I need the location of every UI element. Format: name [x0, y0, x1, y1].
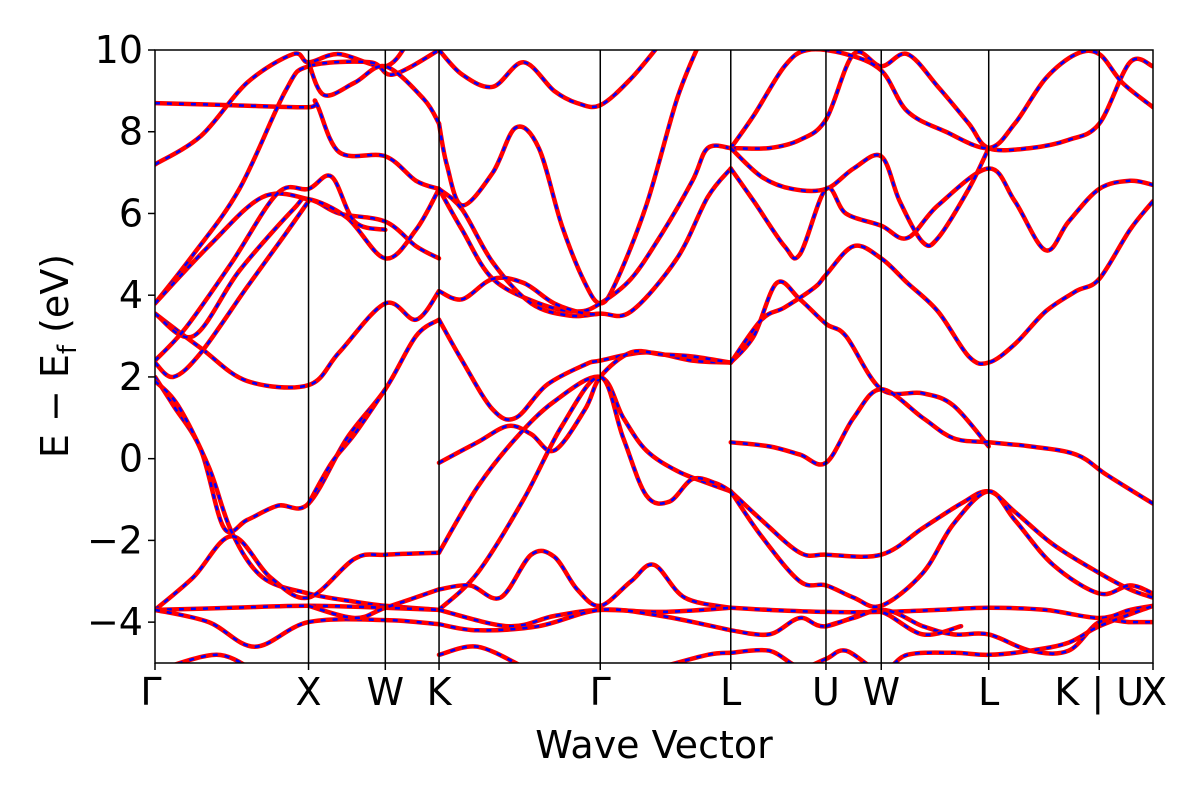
y-tick-label-7: −4	[87, 600, 143, 644]
band-line-39	[728, 489, 1153, 610]
x-tick-label-9: K | U	[1054, 670, 1144, 715]
x-tick-label-5: L	[720, 670, 741, 714]
y-tick-label-2: 6	[119, 191, 143, 235]
band-line-dashed-14	[308, 588, 440, 620]
x-tick-label-1: X	[296, 670, 322, 714]
plot-frame	[154, 49, 1154, 664]
band-line-dashed-3	[155, 192, 440, 305]
band-line-dashed-26	[438, 549, 732, 610]
band-line-dashed-13	[175, 653, 244, 663]
band-line-dashed-4	[155, 290, 441, 389]
x-tick-label-3: K	[427, 670, 453, 714]
band-line-33	[728, 166, 1153, 261]
band-line-dashed-22	[437, 319, 731, 421]
band-line-dashed-7	[155, 200, 310, 379]
band-line-dashed-16	[307, 388, 387, 505]
x-tick-label-6: U	[812, 670, 840, 714]
x-tick-label-4: Γ	[590, 670, 611, 714]
band-line-24	[436, 374, 734, 555]
band-line-12	[155, 607, 442, 649]
band-line-36	[728, 198, 1153, 367]
band-line-dashed-12	[155, 608, 440, 648]
x-tick-label-0: Γ	[140, 670, 161, 714]
y-tick-label-4: 2	[119, 355, 143, 399]
band-line-dashed-1	[155, 50, 405, 166]
y-axis-label-subscript: f	[53, 344, 83, 354]
band-line-dashed-9	[155, 380, 440, 612]
band-line-dashed-2	[155, 50, 440, 305]
x-axis-label: Wave Vector	[535, 723, 773, 767]
x-tick-label-10: X	[1141, 670, 1167, 714]
band-line-18	[436, 50, 699, 306]
x-tick-label-2: W	[367, 670, 405, 714]
band-line-dashed-24	[437, 375, 732, 554]
band-line-10	[155, 534, 442, 613]
band-line-37	[728, 386, 1153, 506]
band-line-dashed-37	[730, 387, 1153, 505]
band-line-dashed-35	[729, 280, 990, 448]
x-tick-label-8: L	[978, 670, 999, 714]
band-line-dashed-42	[730, 604, 1153, 663]
band-line-dashed-21	[438, 276, 601, 316]
band-line-dashed-11	[155, 604, 440, 612]
band-line-dashed-19	[437, 144, 731, 313]
y-axis-label: E − Ef (eV)	[33, 254, 83, 458]
band-line-dashed-29	[438, 645, 519, 663]
band-line-dashed-31	[730, 50, 1153, 152]
band-line-30	[668, 650, 734, 663]
y-axis-label-unit: (eV)	[33, 254, 77, 345]
band-line-7	[155, 198, 311, 380]
high-symmetry-lines	[307, 50, 1101, 663]
y-axis-ticks: 10 8 6 4 2 0 −2 −4	[87, 28, 155, 644]
band-line-43	[823, 609, 964, 638]
band-line-dashed-32	[729, 50, 1153, 150]
band-line-dashed-17	[438, 50, 657, 109]
band-line-5	[155, 186, 442, 340]
y-tick-label-3: 4	[119, 273, 143, 317]
x-tick-label-7: W	[862, 670, 900, 714]
band-line-22	[436, 317, 734, 422]
band-line-8	[155, 317, 442, 535]
y-tick-label-5: 0	[119, 437, 143, 481]
band-line-dashed-40	[730, 604, 1153, 620]
band-line-31	[728, 50, 1153, 153]
y-tick-label-6: −2	[87, 518, 143, 562]
band-line-15	[306, 60, 442, 126]
band-line-dashed-6	[155, 174, 386, 362]
band-line-17	[436, 50, 659, 110]
band-line-23	[436, 348, 734, 466]
band-line-35	[728, 279, 991, 449]
band-line-dashed-36	[729, 200, 1153, 366]
band-line-dashed-25	[438, 375, 732, 611]
y-tick-label-0: 10	[95, 28, 143, 72]
bands-layer	[155, 50, 1153, 663]
band-line-16	[306, 386, 388, 506]
band-line-dashed-18	[437, 50, 698, 305]
band-line-0	[155, 98, 442, 192]
band-line-dashed-27	[438, 606, 731, 628]
band-line-dashed-0	[155, 99, 440, 191]
band-line-dashed-33	[729, 167, 1153, 260]
band-line-dashed-28	[438, 608, 732, 632]
band-line-2	[155, 50, 442, 306]
y-tick-label-1: 8	[119, 110, 143, 154]
y-axis-label-main: E − E	[33, 354, 77, 458]
band-line-dashed-23	[438, 349, 731, 464]
band-line-dashed-15	[307, 61, 441, 125]
band-line-dashed-8	[155, 318, 440, 534]
